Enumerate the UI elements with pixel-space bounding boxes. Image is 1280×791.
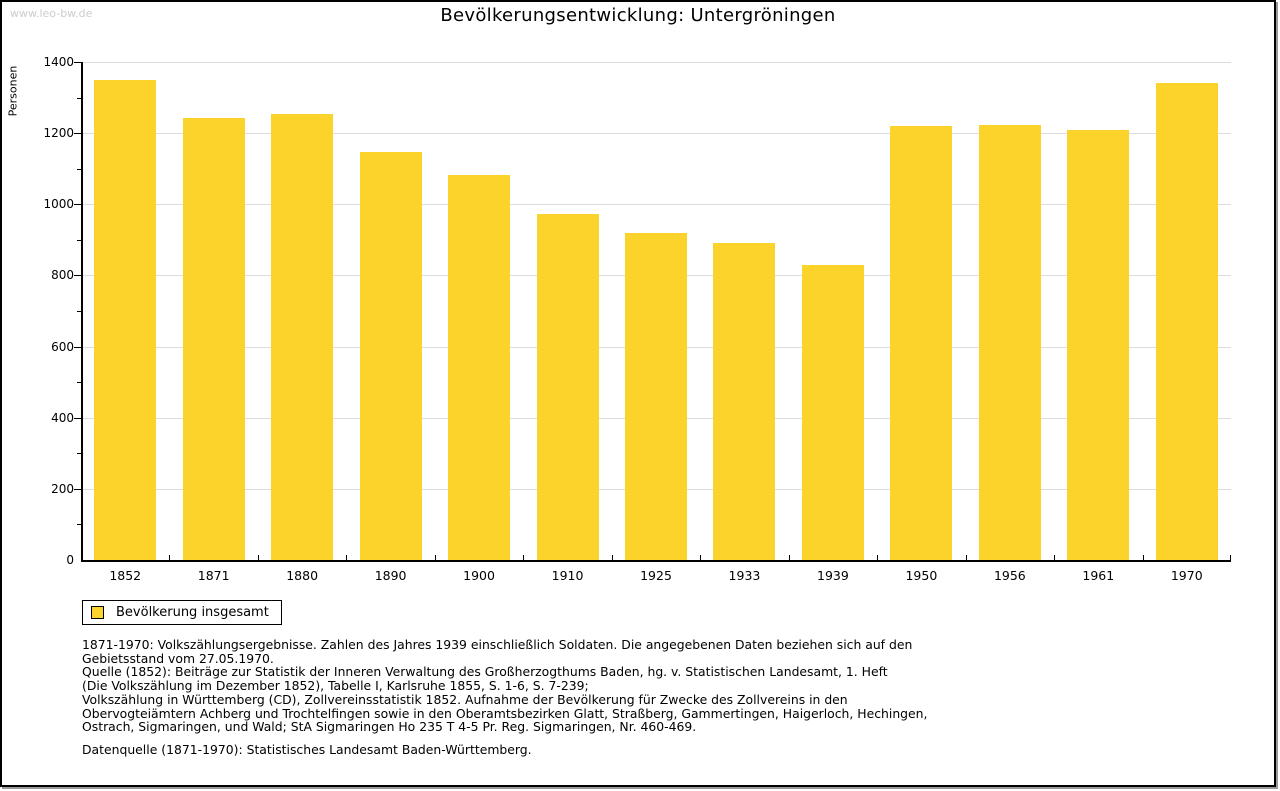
bar-1970 xyxy=(1155,83,1218,560)
x-label-1890: 1890 xyxy=(374,568,407,583)
x-boundary-tick xyxy=(1230,555,1231,560)
bar-1890 xyxy=(359,151,422,560)
x-axis-line xyxy=(81,560,1231,562)
watermark: www.leo-bw.de xyxy=(10,7,93,20)
bar-1956 xyxy=(978,124,1041,560)
y-label-600: 600 xyxy=(51,339,74,354)
x-label-1961: 1961 xyxy=(1082,568,1115,583)
x-boundary-tick xyxy=(169,555,171,560)
x-boundary-tick xyxy=(434,555,436,560)
bar-1933 xyxy=(713,243,776,560)
minor-tick-500 xyxy=(77,382,81,384)
bar-1939 xyxy=(801,264,864,560)
x-label-1925: 1925 xyxy=(640,568,672,583)
footnote-line: Volkszählung in Württemberg (CD), Zollve… xyxy=(82,691,848,707)
footnote-line: Obervogteiämtern Achberg und Trochtelfin… xyxy=(82,705,928,721)
plot-area: 0 200 400 600 800 1000 1200 1400 1852 1871 1880 18… xyxy=(43,55,1231,583)
x-label-1970: 1970 xyxy=(1170,568,1203,583)
bar-1852 xyxy=(94,79,157,560)
bar-1961 xyxy=(1067,129,1130,560)
x-boundary-tick xyxy=(965,555,967,560)
minor-tick-700 xyxy=(77,311,81,312)
x-boundary-tick xyxy=(523,555,525,560)
y-label-400: 400 xyxy=(51,410,74,425)
x-boundary-tick xyxy=(700,555,702,560)
x-boundary-tick xyxy=(877,555,879,560)
x-label-1880: 1880 xyxy=(286,568,319,583)
legend-swatch-icon xyxy=(91,606,104,619)
x-boundary-tick xyxy=(346,555,348,560)
x-boundary-tick xyxy=(257,555,259,560)
bar-1880 xyxy=(271,113,334,560)
major-tick-600 xyxy=(74,346,81,348)
major-tick-1400 xyxy=(74,62,81,63)
y-axis-line xyxy=(81,62,83,562)
footnote-line: Quelle (1852): Beiträge zur Statistik de… xyxy=(82,664,888,680)
x-label-1956: 1956 xyxy=(993,568,1026,583)
bar-1910 xyxy=(536,214,599,560)
major-tick-1200 xyxy=(74,133,81,135)
major-tick-800 xyxy=(74,275,81,277)
x-boundary-tick xyxy=(788,555,790,560)
x-label-1900: 1900 xyxy=(463,568,495,583)
y-label-0: 0 xyxy=(66,553,74,567)
y-label-1000: 1000 xyxy=(43,197,74,212)
y-label-200: 200 xyxy=(51,481,74,496)
x-label-1950: 1950 xyxy=(905,568,938,583)
minor-tick-1100 xyxy=(77,168,81,170)
x-boundary-tick xyxy=(1142,555,1144,560)
x-label-1939: 1939 xyxy=(817,568,849,583)
major-tick-200 xyxy=(74,488,81,490)
bar-1950 xyxy=(890,125,953,560)
y-label-1200: 1200 xyxy=(43,126,74,141)
minor-tick-300 xyxy=(77,453,81,455)
legend-box: Bevölkerung insgesamt xyxy=(82,600,282,625)
legend-label: Bevölkerung insgesamt xyxy=(116,605,269,620)
chart-title: Bevölkerungsentwicklung: Untergröningen xyxy=(440,5,836,26)
gridline-1400 xyxy=(83,62,1231,63)
x-boundary-tick xyxy=(1054,555,1056,560)
gridline-1200 xyxy=(83,133,1231,135)
x-label-1933: 1933 xyxy=(728,568,761,583)
y-label-1400: 1400 xyxy=(43,55,74,69)
minor-tick-900 xyxy=(77,239,81,241)
major-tick-400 xyxy=(74,417,81,419)
x-label-1871: 1871 xyxy=(197,568,230,583)
minor-tick-100 xyxy=(77,524,81,526)
datasource-note: Datenquelle (1871-1970): Statistisches L… xyxy=(82,742,532,757)
gridline-1000 xyxy=(83,204,1231,206)
bar-1871 xyxy=(182,117,245,560)
minor-tick-1300 xyxy=(77,97,81,99)
x-label-1852: 1852 xyxy=(109,568,142,583)
footnote-line: (Die Volkszählung im Dezember 1852), Tab… xyxy=(82,678,589,694)
footnote-line: 1871-1970: Volkszählungsergebnisse. Zahl… xyxy=(82,637,913,652)
bar-1925 xyxy=(625,232,687,560)
footnote-line: Gebietsstand vom 27.05.1970. xyxy=(82,650,274,666)
x-boundary-tick xyxy=(611,555,613,560)
footnote-line: Ostrach, Sigmaringen, und Wald; StA Sigm… xyxy=(82,719,697,735)
footnotes: 1871-1970: Volkszählungsergebnisse. Zahl… xyxy=(82,638,927,734)
y-label-800: 800 xyxy=(51,268,74,283)
x-label-1910: 1910 xyxy=(551,568,584,583)
bar-1900 xyxy=(448,175,511,560)
major-tick-1000 xyxy=(74,204,81,206)
